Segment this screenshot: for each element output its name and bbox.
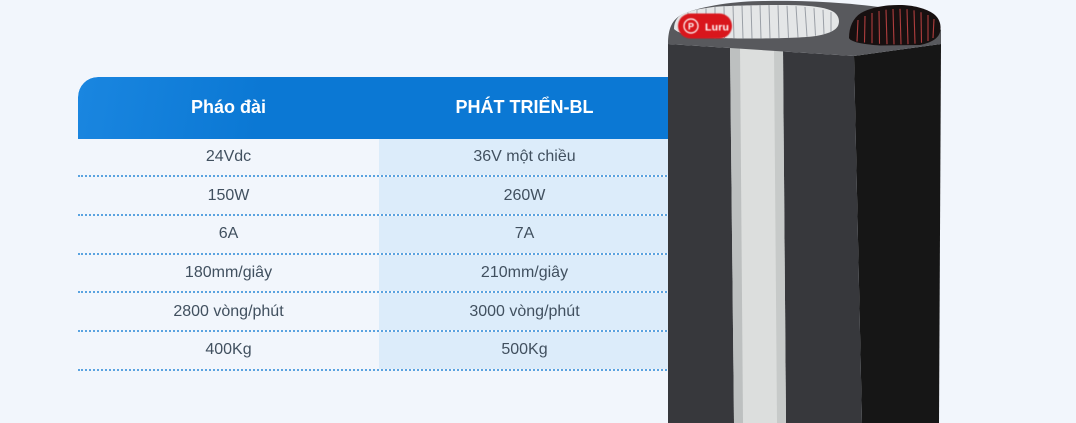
svg-text:Luru: Luru: [705, 22, 729, 34]
svg-text:P: P: [688, 22, 694, 32]
